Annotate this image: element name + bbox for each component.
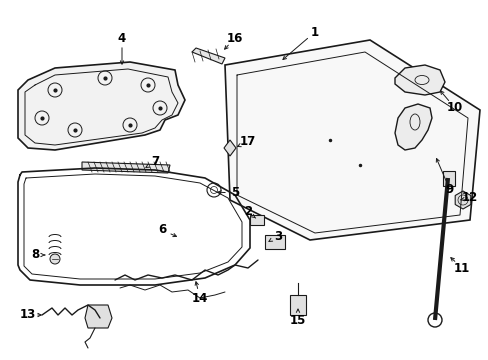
Text: 12: 12 <box>461 192 477 204</box>
Text: 15: 15 <box>289 314 305 327</box>
Text: 9: 9 <box>445 184 453 197</box>
Polygon shape <box>394 104 431 150</box>
Text: 2: 2 <box>244 206 251 219</box>
Polygon shape <box>18 62 184 150</box>
Polygon shape <box>85 305 112 328</box>
Polygon shape <box>224 140 236 156</box>
Text: 8: 8 <box>31 248 39 261</box>
Text: 5: 5 <box>230 186 239 199</box>
Polygon shape <box>454 191 470 209</box>
Bar <box>249 215 264 225</box>
Bar <box>289 295 305 315</box>
Text: 16: 16 <box>226 31 243 45</box>
Text: 3: 3 <box>273 230 282 243</box>
Text: 11: 11 <box>453 261 469 274</box>
Text: 10: 10 <box>446 102 462 114</box>
Text: 17: 17 <box>240 135 256 148</box>
Polygon shape <box>394 65 444 95</box>
Text: 7: 7 <box>151 156 159 168</box>
Text: 1: 1 <box>310 26 318 39</box>
Text: 13: 13 <box>20 309 36 321</box>
Text: 6: 6 <box>158 224 166 237</box>
Polygon shape <box>82 162 170 173</box>
Text: 14: 14 <box>191 292 208 305</box>
Polygon shape <box>224 40 479 240</box>
Text: 4: 4 <box>118 31 126 45</box>
Bar <box>442 171 454 186</box>
Bar <box>264 235 285 249</box>
Polygon shape <box>192 48 224 64</box>
Circle shape <box>50 254 60 264</box>
